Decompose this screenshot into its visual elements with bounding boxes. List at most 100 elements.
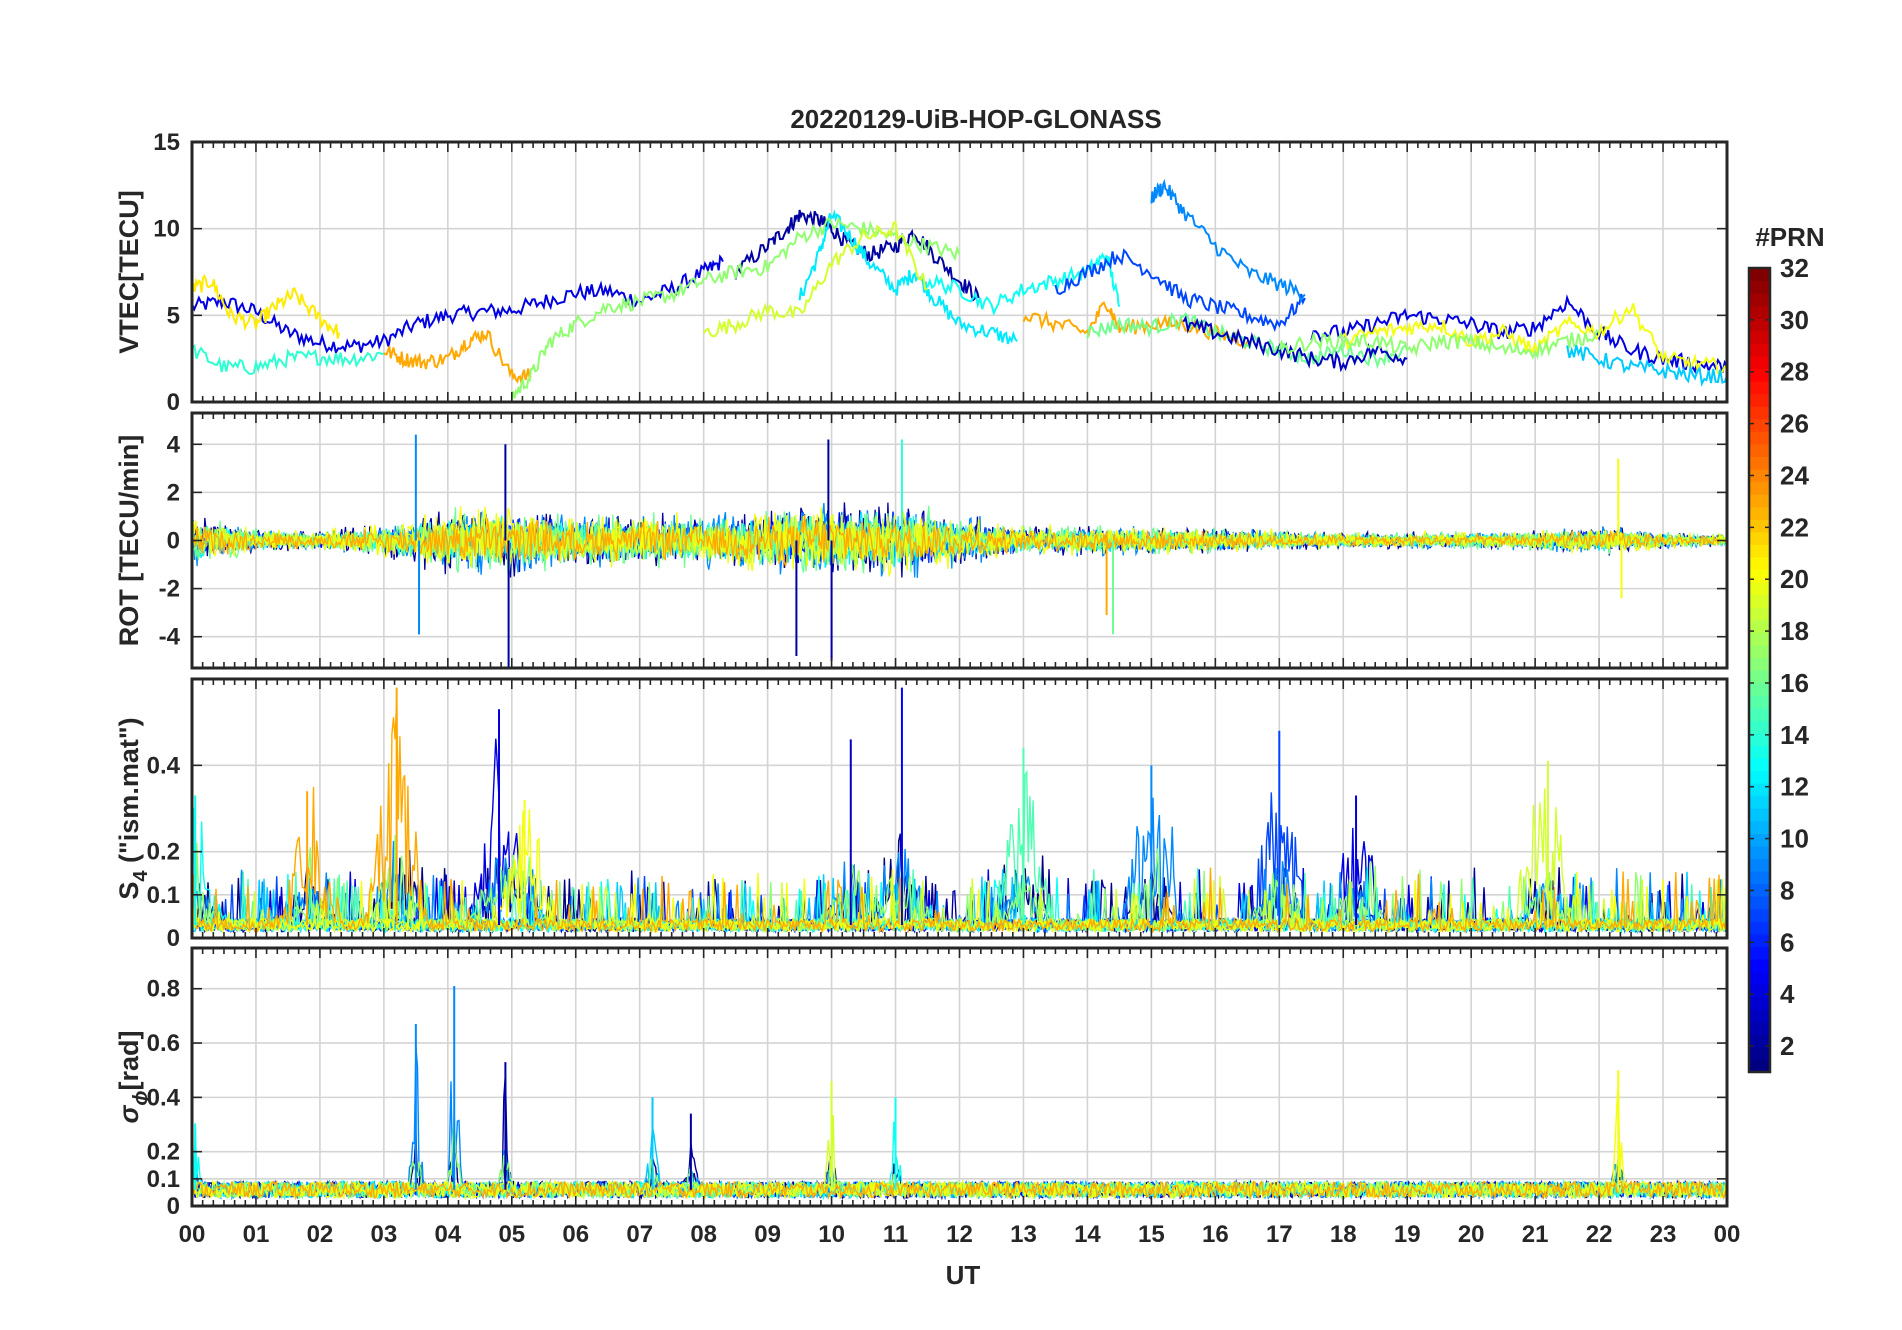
colorbar-frame: [1747, 266, 1772, 1074]
x-tick-label: 19: [1394, 1221, 1421, 1248]
colorbar-segment: [1749, 1046, 1770, 1061]
colorbar-segment: [1749, 531, 1770, 545]
y-tick-label: 0: [167, 925, 180, 952]
colorbar-segment: [1749, 770, 1770, 784]
colorbar-segment: [1749, 481, 1770, 495]
colorbar-segment: [1749, 921, 1770, 935]
vtec-series-line: [192, 344, 385, 375]
panel-vtec: 0 5 10 15 VTEC[TECU]: [114, 129, 1729, 416]
colorbar-segment: [1749, 330, 1770, 344]
y-tick-label: -2: [159, 576, 180, 603]
x-tick-label: 07: [626, 1221, 653, 1248]
colorbar-segment: [1749, 657, 1770, 671]
colorbar-segment: [1749, 1009, 1770, 1023]
colorbar-segment: [1749, 682, 1770, 696]
colorbar-tick-label: 24: [1780, 460, 1809, 490]
colorbar-segment: [1749, 644, 1770, 659]
x-tick-label: 00: [179, 1221, 206, 1248]
colorbar-segment: [1749, 707, 1770, 721]
colorbar-segment: [1749, 443, 1770, 458]
colorbar-tick-label: 8: [1780, 875, 1794, 905]
x-tick-label: 06: [562, 1221, 589, 1248]
x-tick-label: 09: [754, 1221, 781, 1248]
y-axis-label: VTEC[TECU]: [114, 190, 144, 354]
y-tick-label: 0.4: [147, 752, 181, 779]
colorbar-segment: [1749, 594, 1770, 608]
colorbar-tick-label: 14: [1780, 720, 1809, 750]
vtec-series-line: [926, 251, 1121, 317]
x-tick-label: 11: [883, 1221, 908, 1248]
colorbar-segment: [1749, 418, 1770, 432]
colorbar-segment: [1749, 745, 1770, 759]
colorbar-segment: [1749, 544, 1770, 558]
colorbar-tick-label: 32: [1780, 253, 1809, 283]
colorbar-segment: [1749, 293, 1770, 307]
colorbar-segment: [1749, 1034, 1770, 1048]
colorbar-segment: [1749, 494, 1770, 508]
x-tick-label: 03: [371, 1221, 398, 1248]
vtec-series-line: [1182, 315, 1408, 373]
vtec-series-line: [383, 329, 532, 384]
x-tick-label: 04: [434, 1221, 461, 1248]
colorbar-segment: [1749, 820, 1770, 834]
colorbar-segment: [1749, 908, 1770, 922]
colorbar-segment: [1749, 607, 1770, 621]
panel-rot: -4 -2 0 2 4 ROT [TECU/min]: [114, 411, 1729, 670]
y-tick-label: 0.2: [147, 839, 180, 866]
colorbar-segment: [1749, 343, 1770, 357]
colorbar-tick-label: 6: [1780, 927, 1794, 957]
colorbar-segment: [1749, 795, 1770, 809]
x-tick-label: 23: [1650, 1221, 1677, 1248]
vtec-series-line: [702, 220, 928, 338]
colorbar-segment: [1749, 808, 1770, 822]
vtec-series-line: [1150, 178, 1306, 304]
x-tick-label: 05: [498, 1221, 525, 1248]
y-tick-label: 0: [167, 389, 180, 416]
colorbar-segment: [1749, 582, 1770, 596]
panel-x-ticks: [191, 413, 1728, 668]
y-tick-label: 10: [153, 216, 180, 243]
colorbar-segment: [1749, 695, 1770, 709]
y-axis-label: S4 ("ism.mat"): [114, 717, 152, 899]
colorbar-tick-label: 26: [1780, 409, 1809, 439]
x-tick-label: 20: [1458, 1221, 1485, 1248]
colorbar-segment: [1749, 318, 1770, 332]
s4-series-line: [192, 698, 1727, 935]
colorbar-segment: [1749, 883, 1770, 897]
colorbar-segment: [1749, 393, 1770, 407]
y-axis-label: σϕ[rad]: [114, 1030, 152, 1123]
vtec-series-line: [1566, 344, 1727, 388]
colorbar-segment: [1749, 368, 1770, 382]
colorbar-tick-label: 20: [1780, 564, 1809, 594]
vtec-series-line: [192, 254, 724, 356]
colorbar-segment: [1749, 268, 1770, 282]
x-tick-label: 02: [307, 1221, 334, 1248]
colorbar-segment: [1749, 670, 1770, 684]
colorbar-segment: [1749, 720, 1770, 734]
colorbar-tick-label: 2: [1780, 1031, 1794, 1061]
x-tick-label: 01: [243, 1221, 270, 1248]
y-tick-label: 5: [167, 302, 180, 329]
colorbar-segment: [1749, 355, 1770, 370]
colorbar-segment: [1749, 833, 1770, 847]
colorbar-segment: [1749, 732, 1770, 746]
x-tick-label: 08: [690, 1221, 717, 1248]
vtec-series-line: [1278, 328, 1600, 360]
colorbar-label: #PRN: [1755, 222, 1824, 252]
colorbar-segment: [1749, 569, 1770, 583]
x-tick-label: 17: [1266, 1221, 1293, 1248]
colorbar-segment: [1749, 506, 1770, 520]
figure-title: 20220129-UiB-HOP-GLONASS: [790, 104, 1161, 134]
x-tick-label: 22: [1586, 1221, 1613, 1248]
colorbar-segment: [1749, 946, 1770, 960]
panel-x-ticks: [191, 679, 1728, 939]
rot-series-line: [192, 514, 1727, 569]
colorbar-segment: [1749, 1059, 1770, 1073]
x-tick-label: 16: [1202, 1221, 1229, 1248]
y-tick-label: 0.2: [147, 1139, 180, 1166]
vtec-series-line: [1342, 303, 1727, 376]
colorbar-tick-label: 18: [1780, 616, 1809, 646]
